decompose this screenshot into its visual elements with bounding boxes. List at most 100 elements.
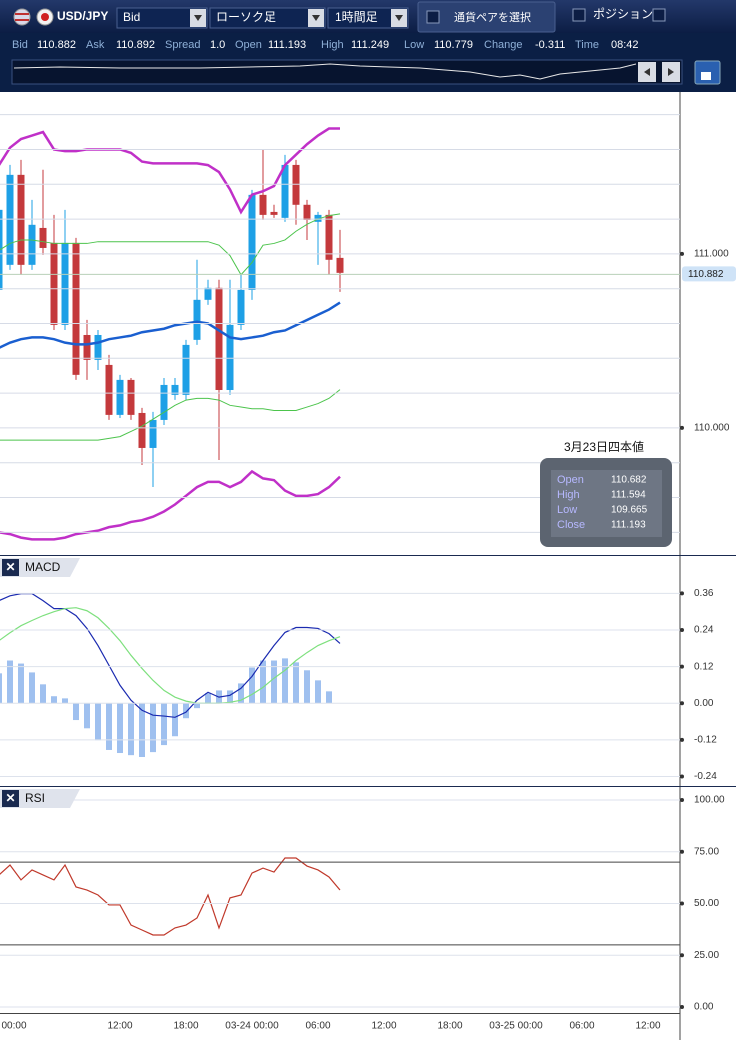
tick-mark (680, 425, 684, 430)
histogram-bar (150, 703, 156, 753)
histogram-bar (293, 662, 299, 704)
tick-mark (680, 849, 684, 854)
histogram-bar (95, 703, 101, 741)
panel-tab (0, 789, 80, 808)
checkbox[interactable] (652, 8, 666, 22)
histogram-bar (238, 683, 244, 704)
currency-pair[interactable]: USD/JPY (57, 9, 108, 23)
histogram-bar (172, 703, 178, 737)
quote-label: Bid (12, 39, 28, 51)
quote-value: -0.311 (535, 39, 565, 51)
navigator-line (13, 63, 637, 80)
select-pair-label: 通貨ペアを選択 (454, 10, 531, 24)
indicator-line (0, 213, 341, 276)
y-tick-label: -0.12 (694, 735, 717, 746)
tick-mark (680, 1004, 684, 1009)
y-tick-label: 110.000 (694, 423, 730, 434)
histogram-bar (62, 698, 68, 704)
histogram-bar (194, 703, 200, 709)
indicator-line (0, 469, 341, 541)
time-label: 18:00 (173, 1021, 198, 1032)
candle-body (127, 379, 135, 415)
quote-value: 110.882 (37, 39, 76, 51)
time-label: 18:00 (437, 1021, 462, 1032)
checkbox[interactable] (426, 10, 440, 24)
histogram-bar (282, 658, 288, 704)
timeframe-select[interactable] (327, 7, 409, 29)
dropdown-arrow (312, 15, 320, 21)
histogram-bar (315, 680, 321, 704)
select-pair-button[interactable] (417, 1, 556, 33)
histogram-bar (304, 670, 310, 704)
tick-mark (680, 591, 684, 596)
histogram-bar (139, 703, 145, 757)
candle-body (204, 287, 212, 300)
chart-type-select[interactable] (209, 7, 326, 29)
jp-flag-sun (41, 13, 49, 21)
candle-body (149, 419, 157, 448)
price-type-select[interactable] (116, 7, 208, 29)
candle-body (94, 334, 102, 360)
y-tick-label: 0.36 (694, 588, 714, 599)
last-price-tag (682, 266, 736, 282)
close-button[interactable] (2, 559, 19, 576)
candle-body (61, 242, 69, 325)
histogram-bar (227, 690, 233, 704)
candle-body (248, 194, 256, 290)
quote-value: 110.779 (434, 39, 473, 51)
histogram-bar (18, 663, 24, 704)
close-button[interactable] (2, 790, 19, 807)
position-checkbox[interactable] (572, 8, 586, 22)
dropdown-arrow (395, 15, 403, 21)
flag-stripe (15, 13, 29, 15)
y-tick-label: 25.00 (694, 950, 719, 961)
candle-body (215, 287, 223, 390)
histogram-bar (271, 660, 277, 704)
y-tick-label: 100.00 (694, 795, 725, 806)
close-icon: ✕ (5, 791, 15, 805)
quote-value: 111.249 (351, 39, 389, 51)
candle-body (138, 412, 146, 448)
quote-label: Open (235, 39, 262, 51)
histogram-bar (183, 703, 189, 719)
tick-mark (680, 251, 684, 256)
timeframe-value: 1時間足 (335, 10, 378, 24)
indicator-line (0, 607, 341, 704)
tick-mark (680, 664, 684, 669)
info-label: Open (557, 474, 584, 486)
navigator[interactable] (11, 59, 683, 85)
candle-body (28, 224, 36, 265)
histogram-bar (326, 691, 332, 704)
candle-body (160, 384, 168, 420)
y-tick-label: -0.24 (694, 771, 717, 782)
tick-mark (680, 798, 684, 803)
us-flag (13, 8, 31, 26)
candle-body (193, 299, 201, 340)
histogram-bar (260, 660, 266, 704)
y-tick-label: 75.00 (694, 846, 719, 857)
tick-mark (680, 901, 684, 906)
info-label: Low (557, 504, 577, 516)
quote-value: 08:42 (611, 39, 639, 51)
tick-mark (680, 774, 684, 779)
last-price-label: 110.882 (688, 269, 724, 280)
candle-body (39, 227, 47, 248)
time-label: 06:00 (569, 1021, 594, 1032)
time-label: 12:00 (371, 1021, 396, 1032)
panel-title: RSI (25, 791, 45, 805)
candle-body (281, 164, 289, 218)
quote-value: 111.193 (268, 39, 306, 51)
y-tick-label: 50.00 (694, 898, 719, 909)
arrow-icon (668, 68, 674, 76)
candle-body (0, 209, 3, 290)
histogram-bar (7, 660, 13, 704)
candle-body (292, 164, 300, 205)
histogram-bar (161, 703, 167, 746)
info-value: 111.594 (611, 490, 646, 501)
time-label: 03-24 00:00 (225, 1021, 279, 1032)
chart-type-value: ローソク足 (216, 10, 276, 24)
indicator-line (0, 127, 340, 215)
candle-body (314, 214, 322, 222)
y-tick-label: 0.12 (694, 661, 714, 672)
quote-label: Change (484, 39, 523, 51)
